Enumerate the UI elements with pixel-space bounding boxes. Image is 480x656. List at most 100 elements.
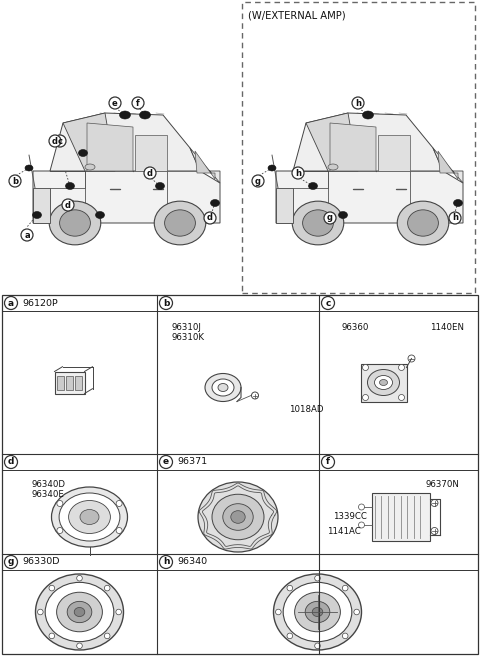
Circle shape: [398, 365, 405, 371]
Ellipse shape: [57, 592, 102, 632]
Ellipse shape: [80, 510, 99, 525]
Circle shape: [4, 297, 17, 310]
Circle shape: [77, 643, 82, 649]
Polygon shape: [63, 113, 115, 171]
Ellipse shape: [295, 592, 340, 632]
Circle shape: [287, 585, 293, 591]
Ellipse shape: [156, 182, 165, 190]
Text: 96310K: 96310K: [171, 333, 204, 342]
Polygon shape: [378, 135, 410, 171]
Circle shape: [359, 522, 364, 528]
Ellipse shape: [374, 375, 393, 390]
Text: 96371: 96371: [177, 457, 207, 466]
Ellipse shape: [309, 182, 317, 190]
Text: c: c: [325, 298, 331, 308]
Polygon shape: [433, 148, 463, 183]
Text: g: g: [327, 213, 333, 222]
Circle shape: [408, 355, 415, 362]
Ellipse shape: [74, 607, 85, 617]
Circle shape: [144, 167, 156, 179]
Circle shape: [431, 527, 438, 535]
Text: 1141AC: 1141AC: [327, 527, 361, 536]
Circle shape: [4, 455, 17, 468]
Circle shape: [342, 633, 348, 639]
Bar: [242, 2, 475, 293]
Ellipse shape: [292, 201, 344, 245]
Circle shape: [398, 394, 405, 401]
Circle shape: [359, 504, 364, 510]
Bar: [2, 295, 478, 654]
Circle shape: [292, 167, 304, 179]
Ellipse shape: [165, 210, 195, 236]
Circle shape: [352, 97, 364, 109]
Text: 96330D: 96330D: [22, 558, 60, 567]
Circle shape: [104, 585, 110, 591]
Text: f: f: [326, 457, 330, 466]
Circle shape: [109, 97, 121, 109]
Circle shape: [57, 527, 63, 533]
Circle shape: [49, 633, 55, 639]
Ellipse shape: [231, 511, 245, 523]
Text: 96340: 96340: [177, 558, 207, 567]
Text: h: h: [355, 98, 361, 108]
Polygon shape: [190, 148, 220, 183]
Ellipse shape: [154, 201, 206, 245]
Circle shape: [159, 556, 172, 569]
Ellipse shape: [212, 494, 264, 540]
Polygon shape: [293, 113, 443, 171]
Polygon shape: [306, 113, 358, 171]
Bar: [66, 375, 73, 390]
Ellipse shape: [79, 150, 87, 157]
Ellipse shape: [305, 602, 330, 623]
Text: e: e: [163, 457, 169, 466]
Text: d: d: [8, 457, 14, 466]
Circle shape: [77, 575, 82, 581]
Text: d: d: [52, 136, 58, 146]
Bar: [55, 371, 84, 394]
Circle shape: [116, 527, 122, 533]
Ellipse shape: [96, 211, 105, 218]
Polygon shape: [276, 171, 463, 223]
Circle shape: [159, 297, 172, 310]
Circle shape: [62, 199, 74, 211]
Circle shape: [57, 501, 63, 506]
Polygon shape: [33, 171, 220, 223]
Ellipse shape: [59, 493, 120, 541]
Circle shape: [21, 229, 33, 241]
Text: 96120P: 96120P: [22, 298, 58, 308]
Circle shape: [362, 365, 369, 371]
Text: g: g: [255, 176, 261, 186]
Ellipse shape: [198, 482, 278, 552]
Polygon shape: [276, 188, 293, 223]
Bar: [372, 493, 430, 541]
Ellipse shape: [85, 164, 95, 170]
Polygon shape: [195, 151, 215, 179]
Ellipse shape: [205, 373, 241, 401]
Text: f: f: [136, 98, 140, 108]
Ellipse shape: [454, 199, 463, 207]
Text: b: b: [12, 176, 18, 186]
Ellipse shape: [302, 210, 334, 236]
Circle shape: [49, 135, 61, 147]
Ellipse shape: [33, 211, 41, 218]
Polygon shape: [87, 123, 133, 171]
Circle shape: [322, 297, 335, 310]
Ellipse shape: [368, 369, 399, 396]
Circle shape: [9, 175, 21, 187]
Circle shape: [37, 609, 43, 615]
Ellipse shape: [120, 111, 131, 119]
Text: 96370N: 96370N: [426, 480, 460, 489]
Text: (W/EXTERNAL AMP): (W/EXTERNAL AMP): [248, 10, 346, 20]
Circle shape: [116, 501, 122, 506]
Circle shape: [252, 175, 264, 187]
Ellipse shape: [49, 201, 101, 245]
Ellipse shape: [397, 201, 449, 245]
Polygon shape: [33, 188, 50, 223]
Ellipse shape: [69, 501, 110, 533]
Ellipse shape: [218, 384, 228, 392]
Circle shape: [315, 575, 320, 581]
Text: h: h: [452, 213, 458, 222]
Circle shape: [431, 499, 438, 506]
Circle shape: [4, 556, 17, 569]
Circle shape: [354, 609, 360, 615]
